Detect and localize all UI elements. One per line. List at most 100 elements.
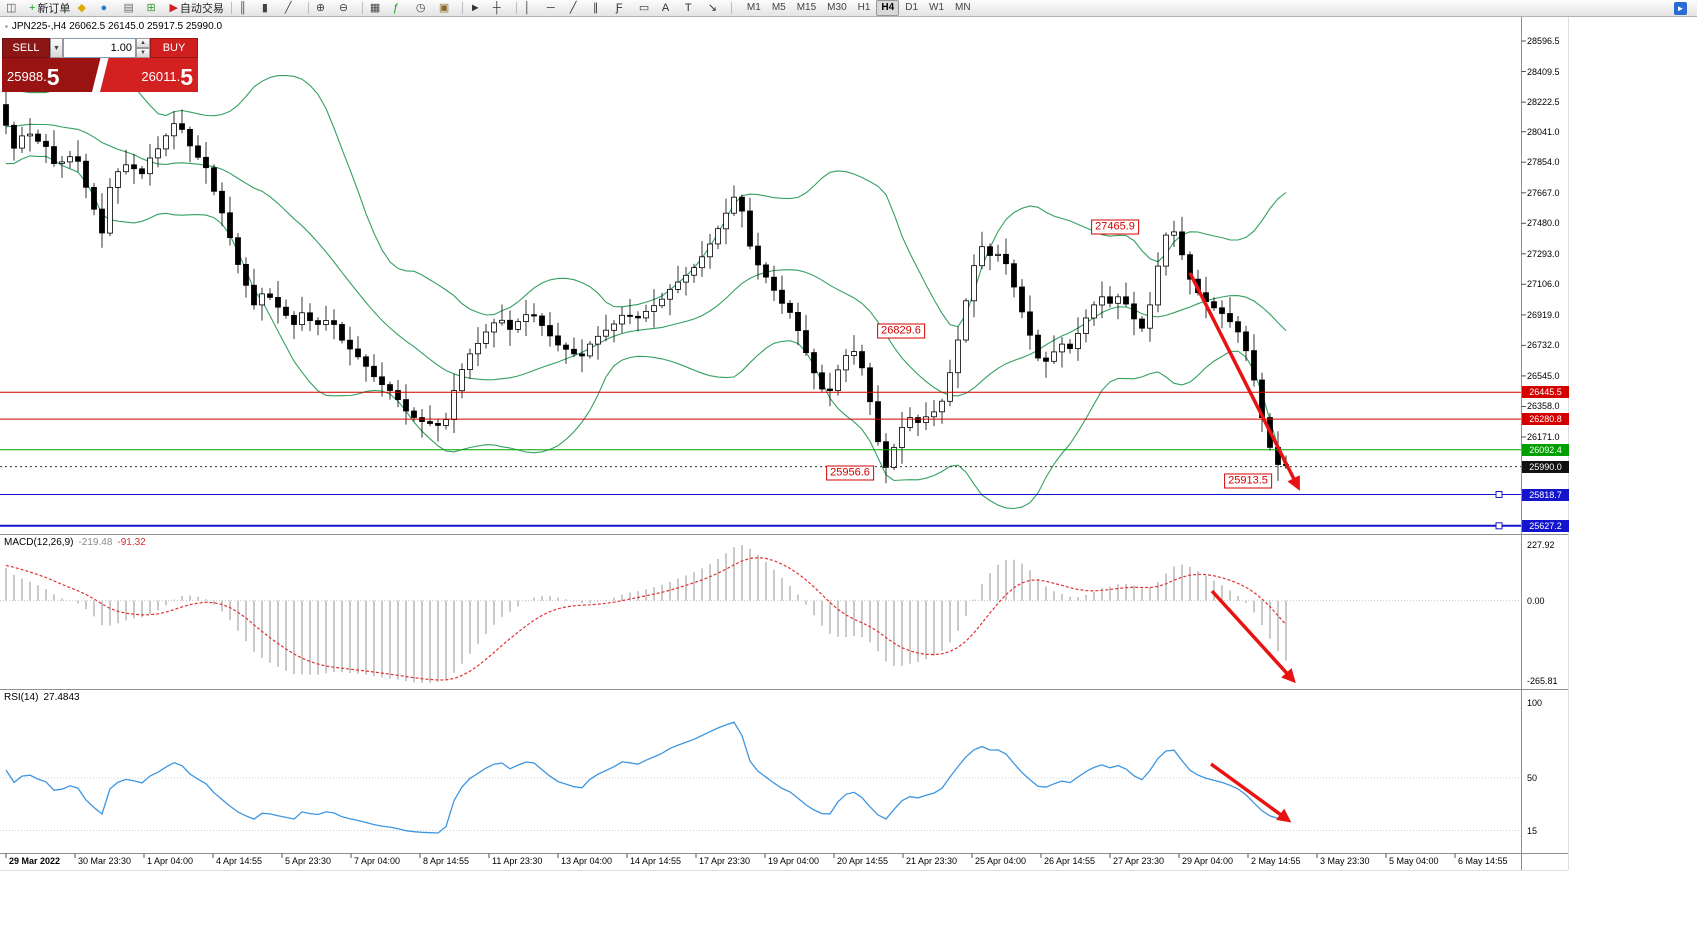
- price-axis-marker[interactable]: 25818.7: [1522, 488, 1569, 501]
- data-window-button[interactable]: ▤: [120, 0, 142, 17]
- data-window-icon: ▤: [123, 1, 134, 14]
- bars-chart-icon: ║: [238, 1, 247, 14]
- zoom-in-icon: ⊕: [315, 1, 326, 14]
- sell-price-dot: .: [43, 69, 47, 84]
- rsi-value: 27.4843: [43, 692, 80, 703]
- text-button[interactable]: A: [659, 0, 681, 17]
- volume-dropdown[interactable]: ▼: [50, 38, 63, 58]
- price-annotation: 25913.5: [1224, 473, 1272, 489]
- time-axis-label: 4 Apr 14:55: [216, 856, 263, 866]
- line-handle: [1495, 522, 1503, 530]
- panel-chrome-layer: [0, 17, 1569, 871]
- channel-button[interactable]: ∥: [590, 0, 612, 17]
- sell-button[interactable]: SELL: [2, 38, 50, 58]
- price-axis-marker[interactable]: 26445.5: [1522, 386, 1569, 399]
- rsi-axis-15: 15: [1527, 825, 1538, 836]
- sell-price-main: 25988: [7, 69, 44, 84]
- new-chart-icon: ◫: [6, 1, 17, 14]
- price-axis-tick: 26919.0: [1527, 309, 1560, 320]
- timeframe-m1-button[interactable]: M1: [746, 2, 761, 13]
- time-axis-label: 29 Mar 2022: [9, 856, 61, 866]
- candles-chart-icon: ▮: [261, 1, 268, 14]
- volume-up-button[interactable]: ▲: [136, 38, 150, 48]
- new-order-button[interactable]: + 新订单: [26, 0, 73, 17]
- timeframe-m15-button[interactable]: M15: [796, 2, 817, 13]
- toolbar-separator: [461, 2, 463, 14]
- fibonacci-button[interactable]: Ƒ: [613, 0, 635, 17]
- buy-price-pip: 5: [180, 64, 193, 90]
- sell-price-display[interactable]: 25988. 5: [2, 58, 100, 92]
- volume-input[interactable]: [63, 38, 136, 58]
- buy-price-display[interactable]: 26011. 5: [100, 58, 198, 92]
- indicators-icon: ƒ: [392, 1, 400, 14]
- price-axis-tick: 28596.5: [1527, 36, 1560, 46]
- navigator-button[interactable]: ⊞: [143, 0, 165, 17]
- timeframe-h1-button[interactable]: H1: [857, 2, 871, 13]
- price-axis-marker[interactable]: 26092.4: [1522, 443, 1569, 456]
- timeframe-m30-button[interactable]: M30: [827, 2, 847, 13]
- new-chart-button[interactable]: ◫: [3, 0, 25, 17]
- crosshair-icon: ┼: [492, 1, 501, 14]
- line-chart-button[interactable]: ╱: [282, 0, 304, 17]
- rsi-axis-100: 100: [1527, 698, 1543, 708]
- arrows-tool-button[interactable]: ↘: [705, 0, 727, 17]
- macd-axis-min: -265.81: [1527, 676, 1558, 686]
- text-label-button[interactable]: T: [682, 0, 704, 17]
- volume-down-button[interactable]: ▼: [136, 48, 150, 58]
- timeframe-d1-button[interactable]: D1: [905, 2, 919, 13]
- tile-windows-button[interactable]: ▦: [367, 0, 389, 17]
- timeframe-w1-button[interactable]: W1: [929, 2, 945, 13]
- timeframe-toolbar: M1 M5 M15 M30 H1 H4 D1 W1 MN: [742, 0, 976, 16]
- chart-snapshot-button[interactable]: ◆: [74, 0, 96, 17]
- macd-axis-max: 227.92: [1527, 540, 1555, 550]
- community-button[interactable]: ●: [97, 0, 119, 17]
- horizontal-line-button[interactable]: ─: [544, 0, 566, 17]
- vertical-line-button[interactable]: │: [521, 0, 543, 17]
- time-axis-label: 25 Apr 04:00: [975, 856, 1027, 866]
- price-axis-marker[interactable]: 25627.2: [1522, 519, 1569, 532]
- time-axis-label: 27 Apr 23:30: [1113, 856, 1165, 866]
- fibonacci-icon: Ƒ: [615, 1, 623, 14]
- toolbar-separator: [307, 2, 309, 14]
- indicators-button[interactable]: ƒ: [390, 0, 412, 17]
- time-axis-label: 19 Apr 04:00: [768, 856, 820, 866]
- price-axis-tick: 27854.0: [1527, 157, 1560, 168]
- annotation-layer: [1188, 272, 1300, 823]
- price-annotation: 25956.6: [826, 465, 874, 481]
- time-axis-label: 5 Apr 23:30: [285, 856, 332, 866]
- price-axis-marker[interactable]: 25990.0: [1522, 460, 1569, 473]
- timeframe-h4-button[interactable]: H4: [876, 0, 900, 16]
- chart-snapshot-icon: ◆: [77, 1, 86, 14]
- cursor-button[interactable]: ►: [467, 0, 489, 17]
- zoom-out-button[interactable]: ⊖: [336, 0, 358, 17]
- periods-button[interactable]: ◷: [413, 0, 435, 17]
- chart-corner-icon: ▪: [5, 22, 8, 31]
- templates-button[interactable]: ▣: [436, 0, 458, 17]
- scroll-to-end-button[interactable]: ►: [1674, 2, 1687, 15]
- templates-icon: ▣: [438, 1, 450, 14]
- trendline-button[interactable]: ╱: [567, 0, 589, 17]
- buy-button[interactable]: BUY: [150, 38, 198, 58]
- shapes-button[interactable]: ▭: [636, 0, 658, 17]
- new-order-label: 新订单: [37, 3, 71, 15]
- price-axis-tick: 26358.0: [1527, 401, 1560, 412]
- one-click-trading-panel: SELL ▼ ▲ ▼ BUY 25988.5 26011.5: [2, 38, 198, 92]
- time-axis-label: 30 Mar 23:30: [78, 856, 132, 866]
- price-axis-tick: 26545.0: [1527, 370, 1560, 381]
- autotrade-icon: ▶: [169, 1, 178, 14]
- timeframe-m5-button[interactable]: M5: [771, 2, 786, 13]
- crosshair-button[interactable]: ┼: [490, 0, 512, 17]
- toolbar-separator: [730, 2, 732, 14]
- timeframe-mn-button[interactable]: MN: [955, 2, 971, 13]
- zoom-in-button[interactable]: ⊕: [313, 0, 335, 17]
- toolbar-separator: [230, 2, 232, 14]
- price-axis-marker[interactable]: 26280.8: [1522, 413, 1569, 426]
- bars-chart-button[interactable]: ║: [236, 0, 258, 17]
- macd-name: MACD(12,26,9): [4, 537, 74, 548]
- candles-chart-button[interactable]: ▮: [259, 0, 281, 17]
- autotrade-button[interactable]: ▶ 自动交易: [166, 0, 226, 17]
- arrows-tool-icon: ↘: [707, 1, 718, 14]
- price-axis-tick: 26171.0: [1527, 432, 1560, 442]
